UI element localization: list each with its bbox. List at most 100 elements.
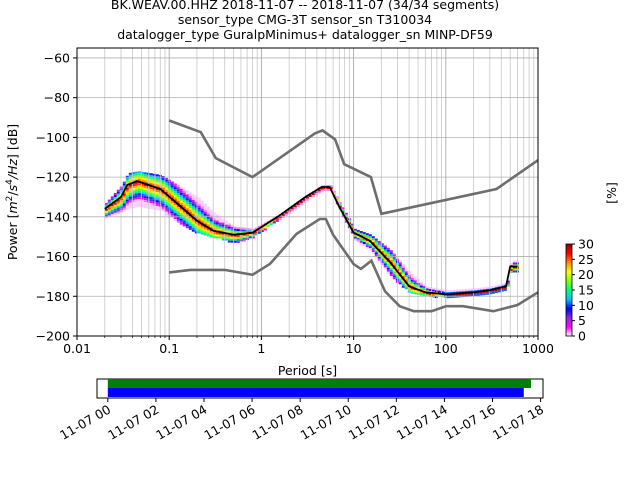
pdf-cell bbox=[128, 176, 132, 179]
pdf-cell bbox=[377, 240, 381, 243]
pdf-cell bbox=[188, 222, 192, 224]
pdf-cell bbox=[233, 234, 237, 237]
pdf-cell bbox=[215, 216, 219, 219]
pdf-cell bbox=[230, 230, 234, 233]
pdf-cell bbox=[140, 195, 144, 198]
pdf-cell bbox=[170, 189, 174, 192]
pdf-cell bbox=[197, 207, 201, 210]
pdf-cell bbox=[122, 181, 126, 184]
pdf-cell bbox=[191, 211, 195, 214]
pdf-cell bbox=[164, 177, 168, 180]
pdf-cell bbox=[179, 188, 183, 191]
pdf-cell bbox=[131, 174, 135, 177]
pdf-cell bbox=[170, 203, 174, 206]
pdf-cell bbox=[152, 181, 156, 184]
pdf-cell bbox=[197, 205, 201, 208]
y-tick-label: −160 bbox=[36, 249, 70, 264]
pdf-cell bbox=[185, 216, 189, 219]
pdf-cell bbox=[218, 218, 222, 221]
pdf-cell bbox=[152, 203, 156, 206]
pdf-cell bbox=[353, 230, 357, 233]
pdf-cell bbox=[446, 294, 450, 297]
pdf-cell bbox=[206, 230, 210, 233]
colorbar-label: [%] bbox=[604, 182, 619, 204]
pdf-cell bbox=[221, 236, 225, 239]
y-tick-label: −140 bbox=[36, 209, 70, 224]
colorbar-segment bbox=[566, 291, 572, 294]
colorbar-segment bbox=[566, 323, 572, 326]
pdf-cell bbox=[473, 292, 477, 295]
pdf-cell bbox=[152, 205, 156, 208]
pdf-cell bbox=[404, 285, 408, 288]
pdf-cell bbox=[452, 289, 456, 292]
pdf-cell bbox=[149, 195, 153, 198]
pdf-cell bbox=[176, 191, 180, 194]
pdf-cell bbox=[218, 216, 222, 219]
pdf-cell bbox=[233, 228, 237, 231]
colorbar-segment bbox=[566, 265, 572, 268]
nlnm-line bbox=[169, 217, 539, 313]
pdf-cell bbox=[437, 294, 441, 297]
pdf-cell bbox=[161, 203, 165, 206]
pdf-cell bbox=[182, 214, 186, 217]
pdf-cell bbox=[443, 291, 447, 294]
chart-title-line-1: BK.WEAV.00.HHZ 2018-11-07 -- 2018-11-07 … bbox=[110, 0, 500, 12]
pdf-cell bbox=[194, 207, 198, 210]
pdf-cell bbox=[125, 191, 129, 194]
pdf-cell bbox=[356, 231, 360, 234]
pdf-cell bbox=[356, 235, 360, 238]
pdf-cell bbox=[182, 202, 186, 205]
pdf-cell bbox=[410, 291, 414, 294]
pdf-cell bbox=[257, 229, 261, 232]
pdf-cell bbox=[197, 231, 201, 234]
pdf-cell bbox=[323, 185, 327, 187]
time-tick-label: 11-07 14 bbox=[394, 402, 450, 443]
pdf-cell bbox=[155, 204, 159, 207]
pdf-cell bbox=[215, 226, 219, 229]
pdf-cell bbox=[362, 244, 366, 246]
pdf-cell bbox=[389, 250, 393, 253]
pdf-cell bbox=[149, 173, 153, 176]
pdf-cell bbox=[110, 196, 114, 199]
pdf-cell bbox=[509, 269, 513, 271]
pdf-cell bbox=[479, 291, 483, 294]
pdf-cell bbox=[467, 294, 471, 297]
pdf-cell bbox=[443, 289, 447, 292]
pdf-cell bbox=[104, 210, 108, 213]
pdf-cell bbox=[128, 172, 132, 175]
pdf-cell bbox=[188, 218, 192, 220]
pdf-cell bbox=[362, 232, 366, 235]
pdf-cell bbox=[194, 225, 198, 228]
pdf-cell bbox=[125, 189, 129, 192]
pdf-cell bbox=[203, 205, 207, 208]
pdf-cell bbox=[152, 179, 156, 182]
pdf-cell bbox=[182, 220, 186, 223]
pdf-cell bbox=[461, 289, 465, 292]
pdf-cell bbox=[425, 288, 429, 291]
colorbar-tick-label: 25 bbox=[578, 252, 594, 267]
pdf-cell bbox=[140, 187, 144, 190]
pdf-cell bbox=[209, 221, 213, 224]
colorbar-segment bbox=[566, 262, 572, 265]
pdf-cell bbox=[110, 214, 114, 217]
pdf-cell bbox=[164, 195, 168, 198]
pdf-cell bbox=[185, 200, 189, 203]
pdf-cell bbox=[161, 205, 165, 208]
pdf-cell bbox=[494, 285, 498, 288]
pdf-cell bbox=[191, 209, 195, 212]
pdf-cell bbox=[476, 291, 480, 294]
pdf-cell bbox=[254, 233, 258, 236]
noise-models bbox=[168, 119, 539, 313]
pdf-cell bbox=[173, 211, 177, 214]
pdf-cell bbox=[215, 222, 219, 225]
pdf-cell bbox=[113, 212, 117, 215]
pdf-cell bbox=[221, 222, 225, 225]
pdf-cell bbox=[317, 189, 321, 192]
pdf-cell bbox=[149, 177, 153, 180]
pdf-cell bbox=[410, 275, 414, 278]
colorbar-segment bbox=[566, 305, 572, 308]
pdf-cell bbox=[389, 252, 393, 255]
pdf-cell bbox=[131, 206, 135, 208]
pdf-cell bbox=[236, 229, 240, 232]
pdf-cell bbox=[467, 288, 471, 291]
